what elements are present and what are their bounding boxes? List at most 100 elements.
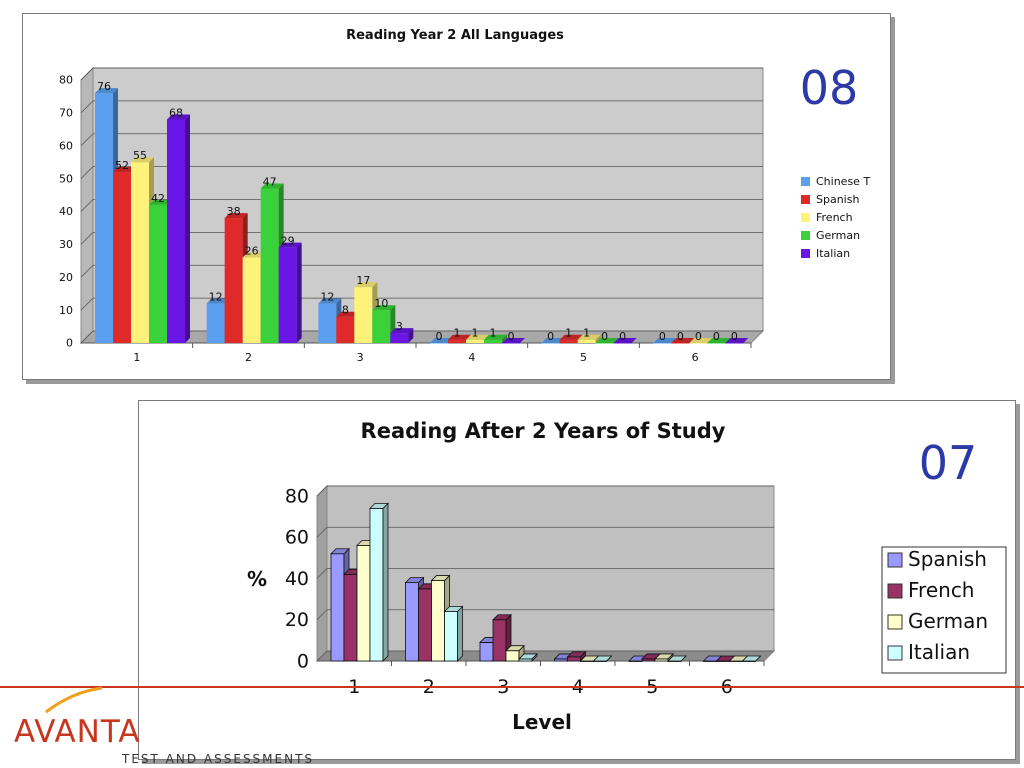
chart-title: Reading After 2 Years of Study xyxy=(361,419,726,443)
bar-top xyxy=(559,334,583,340)
data-label: 0 xyxy=(731,330,738,343)
bar-top xyxy=(577,334,601,340)
x-tick-label: 1 xyxy=(133,351,140,364)
bar-top xyxy=(404,577,425,584)
x-tick-label: 2 xyxy=(245,351,252,364)
bar-front xyxy=(430,343,448,344)
legend-swatch xyxy=(801,213,810,222)
y-tick-label: 60 xyxy=(285,527,309,549)
bar-front xyxy=(390,333,409,343)
bar-top xyxy=(278,242,302,248)
bar-top xyxy=(541,338,565,343)
data-label: 1 xyxy=(490,327,497,340)
data-label: 0 xyxy=(547,330,554,343)
data-label: 0 xyxy=(508,330,515,343)
bar xyxy=(566,650,587,662)
data-label: 42 xyxy=(151,192,165,205)
bar xyxy=(390,328,414,343)
bar-side xyxy=(595,334,601,343)
bar xyxy=(278,242,302,343)
legend: Chinese T Spanish French German Italian xyxy=(801,175,870,260)
bar-front xyxy=(318,303,337,343)
data-label: 29 xyxy=(281,235,295,248)
bar-front xyxy=(567,656,581,662)
legend-item: Spanish xyxy=(887,547,987,571)
bar-front xyxy=(444,611,458,662)
data-label: 0 xyxy=(659,330,666,343)
bar-top xyxy=(131,157,154,163)
data-label: 3 xyxy=(396,320,403,333)
chart-panel-reading-after-2-years: Reading After 2 Years of Study 07 % Leve… xyxy=(138,400,1016,760)
legend-label: French xyxy=(816,211,853,224)
legend-item: German xyxy=(887,609,988,633)
bar xyxy=(505,644,525,662)
legend-swatch xyxy=(801,195,810,204)
chart-title: Reading Year 2 All Languages xyxy=(346,28,564,43)
bar-front xyxy=(405,582,419,662)
y-tick-label: 0 xyxy=(66,337,73,350)
legend-label: French xyxy=(908,578,974,602)
data-label: 47 xyxy=(263,175,277,188)
bar-side xyxy=(502,334,507,343)
y-tick-label: 50 xyxy=(59,172,73,185)
data-label: 0 xyxy=(601,330,608,343)
bar-front xyxy=(260,188,279,343)
bar-front xyxy=(559,339,578,343)
bar xyxy=(725,338,749,344)
bar-side xyxy=(382,502,389,662)
legend-label: Spanish xyxy=(908,547,987,571)
bar xyxy=(689,338,713,344)
data-label: 68 xyxy=(169,106,183,119)
bar-front xyxy=(356,545,371,662)
bar-top xyxy=(430,575,451,581)
bar xyxy=(369,502,389,662)
bar xyxy=(715,655,736,662)
bar-front xyxy=(595,343,614,344)
bar-top xyxy=(595,338,619,343)
legend-item: German xyxy=(801,229,860,242)
bar xyxy=(579,655,600,662)
bar-top xyxy=(518,653,538,660)
y-tick-label: 80 xyxy=(285,485,309,507)
bar-front xyxy=(343,573,358,662)
data-label: 0 xyxy=(619,330,626,343)
gridline xyxy=(80,166,763,179)
bar-front xyxy=(369,507,384,662)
year-label: 08 xyxy=(800,61,859,115)
gridline xyxy=(80,67,763,81)
gridline xyxy=(316,485,774,497)
y-tick-label: 40 xyxy=(285,568,309,590)
bar-front xyxy=(167,119,185,343)
bar-top xyxy=(592,655,613,662)
bar-front xyxy=(354,287,373,343)
bar-front xyxy=(431,580,445,662)
chart-panel-reading-year-2: Reading Year 2 All Languages 08 0 10 20 30 4… xyxy=(22,13,891,380)
x-tick-label: 5 xyxy=(580,351,587,364)
bar-top xyxy=(430,338,453,343)
data-label: 55 xyxy=(133,149,147,162)
bar-top xyxy=(330,548,350,555)
gridline xyxy=(80,330,763,344)
bar-top xyxy=(741,655,762,662)
bar-side xyxy=(296,242,302,343)
bar-front xyxy=(689,343,708,344)
bar xyxy=(518,652,538,662)
data-label: 1 xyxy=(565,327,572,340)
gridline xyxy=(80,199,763,212)
bar-top xyxy=(354,282,378,288)
gridline xyxy=(80,297,763,311)
bar-front xyxy=(278,247,297,343)
y-tick-label: 80 xyxy=(59,74,73,87)
data-label: 38 xyxy=(227,205,241,218)
data-label: 12 xyxy=(320,291,334,304)
year-label: 07 xyxy=(919,436,978,490)
chart-reading-after-2-years: Reading After 2 Years of Study 07 % Leve… xyxy=(247,419,1007,734)
legend-swatch xyxy=(887,552,903,568)
data-label: 52 xyxy=(115,159,129,172)
gridline xyxy=(80,231,763,245)
y-tick-label: 60 xyxy=(59,139,73,152)
footer-rule xyxy=(0,686,1024,688)
bar-front xyxy=(613,343,632,344)
legend-swatch xyxy=(801,249,810,258)
legend-swatch xyxy=(887,583,903,599)
